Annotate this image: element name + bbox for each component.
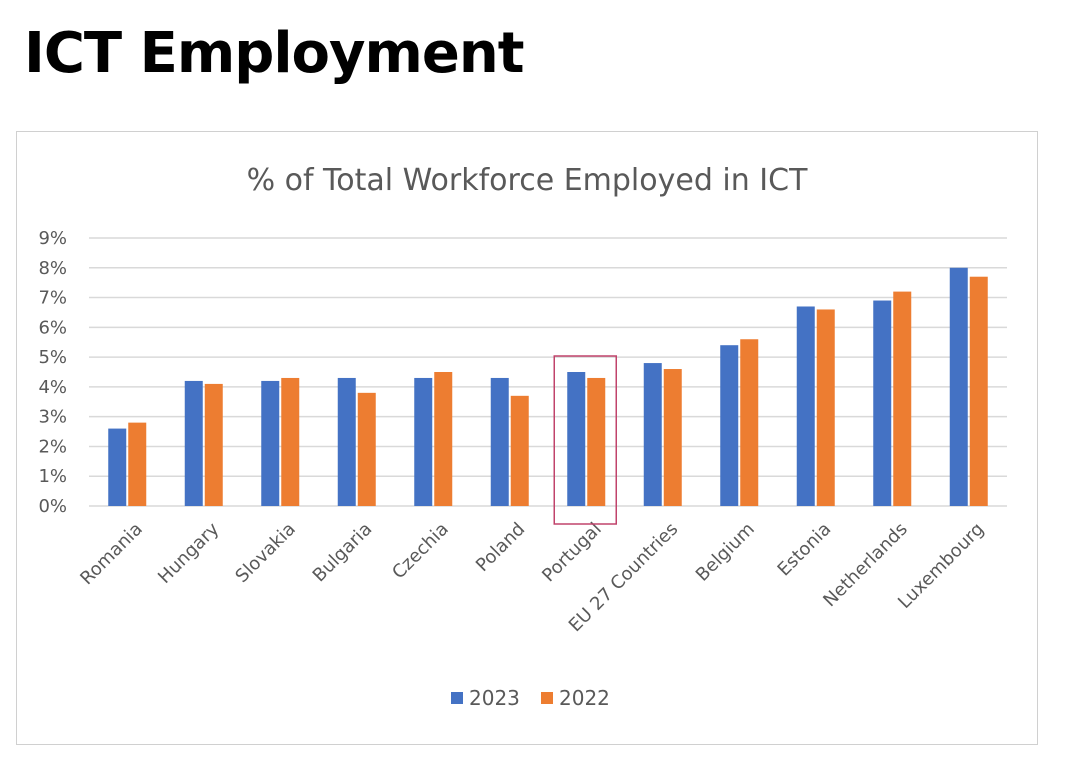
y-tick-label: 5% [38,347,67,368]
x-axis-tick-labels: Romania Hungary Slovakia Bulgaria Czechia Pol… [76,518,988,636]
y-tick-label: 8% [38,258,67,279]
bar-2022-hungary [204,383,223,506]
gridlines [89,237,1007,507]
bar-2022-estonia [816,309,835,506]
highlight-layer [553,355,617,525]
legend-label-2022: 2022 [559,686,610,710]
bar-2022-portugal [587,377,606,506]
x-tick-label: Romania [76,519,147,590]
bar-2022-netherlands [893,291,912,506]
bar-2023-poland [490,377,509,506]
legend: 2023 2022 [451,686,610,710]
legend-label-2023: 2023 [469,686,520,710]
bar-2022-czechia [434,372,453,506]
bar-2023-romania [108,428,127,506]
page-title: ICT Employment [24,21,524,86]
y-tick-label: 3% [38,407,67,428]
x-tick-label: Estonia [774,519,836,581]
y-tick-label: 6% [38,317,67,338]
bars [108,267,988,506]
y-tick-label: 7% [38,288,67,309]
legend-swatch-2023 [451,692,463,704]
y-tick-label: 2% [38,436,67,457]
bar-2022-romania [128,422,147,506]
x-tick-label: Portugal [538,519,606,587]
chart-title: % of Total Workforce Employed in ICT [247,163,809,198]
bar-2022-luxembourg [969,276,988,506]
bar-2022-eu-27-countries [663,369,682,506]
bar-2022-slovakia [281,377,300,506]
legend-swatch-2022 [541,692,553,704]
bar-2023-luxembourg [949,267,968,506]
y-tick-label: 1% [38,466,67,487]
y-tick-label: 9% [38,228,67,249]
bar-2023-belgium [720,345,739,506]
x-tick-label: Slovakia [231,519,299,587]
bar-2023-slovakia [261,380,280,506]
chart-container: % of Total Workforce Employed in ICT 0% 1… [16,131,1038,745]
y-tick-label: 0% [38,496,67,517]
x-tick-label: Belgium [692,519,759,586]
bar-2023-czechia [414,377,433,506]
x-tick-label: Bulgaria [309,519,377,587]
bar-2022-belgium [740,339,759,506]
x-tick-label: Hungary [154,518,223,587]
bar-2023-netherlands [873,300,892,506]
y-tick-label: 4% [38,377,67,398]
x-tick-label: Poland [472,519,529,576]
bar-2023-portugal [567,372,586,506]
bar-2023-hungary [184,380,203,506]
bar-2023-estonia [796,306,815,506]
ict-employment-bar-chart: % of Total Workforce Employed in ICT 0% 1… [38,163,1007,710]
bar-2022-bulgaria [357,392,376,506]
bar-2023-eu-27-countries [643,363,662,506]
y-axis-tick-labels: 0% 1% 2% 3% 4% 5% 6% 7% 8% 9% [38,228,67,517]
highlight-box [553,355,617,525]
bar-2023-bulgaria [337,377,356,506]
x-tick-label: Czechia [388,519,453,584]
bar-2022-poland [510,395,529,506]
